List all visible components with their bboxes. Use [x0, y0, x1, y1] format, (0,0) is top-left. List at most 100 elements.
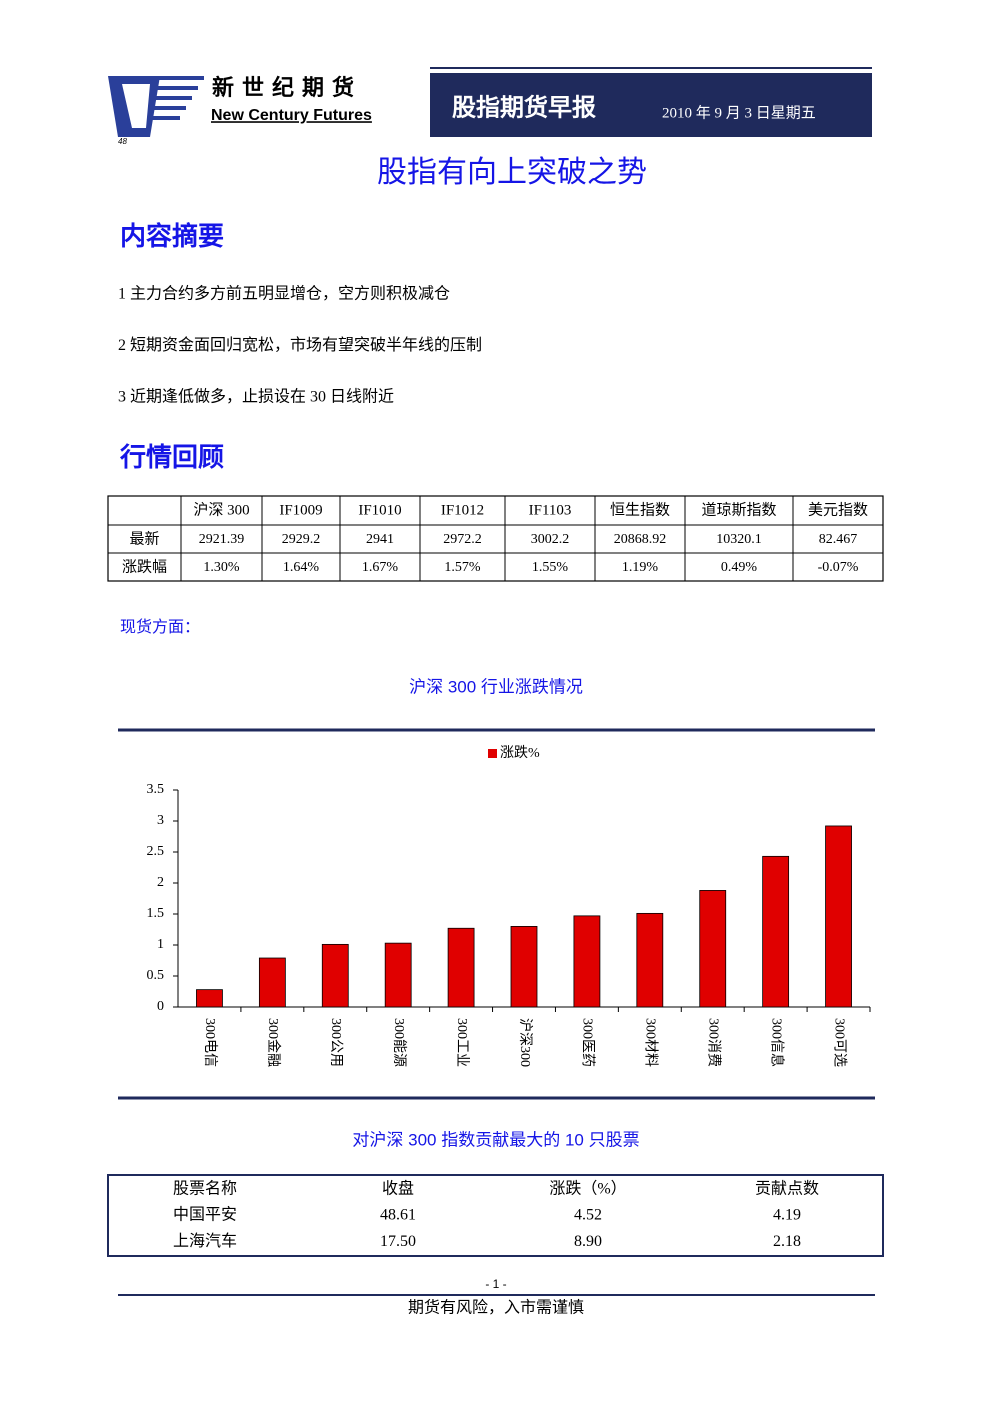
- bar: [321, 943, 349, 1008]
- table-cell: 2921.39: [199, 532, 245, 547]
- table-cell: 17.50: [380, 1233, 416, 1250]
- column-header: IF1012: [441, 502, 484, 518]
- logo-stripe: [150, 106, 186, 110]
- table-border: [107, 495, 884, 582]
- y-tick-label: 0: [157, 999, 164, 1014]
- table-border: [107, 1174, 884, 1257]
- spot-heading: 现货方面：: [120, 618, 200, 636]
- main-title: 股指有向上突破之势: [377, 156, 647, 189]
- section-heading: 行情回顾: [119, 442, 224, 472]
- summary-item: 2 短期资金面回归宽松，市场有望突破半年线的压制: [118, 336, 482, 354]
- bar: [447, 927, 475, 1008]
- page-number: - 1 -: [485, 1277, 506, 1291]
- bar: [258, 957, 286, 1008]
- logo-stripe: [150, 96, 192, 100]
- bar: [510, 926, 538, 1008]
- logo-code: 48: [118, 137, 127, 146]
- column-header: 道琼斯指数: [701, 501, 776, 518]
- y-tick-label: 1: [157, 937, 164, 952]
- logo: 48 新世纪期货 New Century Futures: [108, 75, 372, 146]
- column-header: 美元指数: [808, 501, 868, 518]
- chart-title: 沪深 300 行业涨跌情况: [409, 677, 583, 696]
- x-tick-label: 300能源: [391, 1018, 407, 1067]
- table-title: 对沪深 300 指数贡献最大的 10 只股票: [352, 1130, 639, 1149]
- logo-stripe: [150, 116, 180, 120]
- x-tick-label: 300材料: [643, 1018, 659, 1067]
- x-tick-label: 300消费: [706, 1018, 722, 1067]
- report-date: 2010 年 9 月 3 日星期五: [662, 104, 816, 121]
- bar: [636, 912, 664, 1008]
- bar: [762, 855, 790, 1008]
- chart: 沪深 300 行业涨跌情况 0 0.5 1 1.5 2 2.5 3 3.5 涨跌% 300电信 30…: [118, 677, 875, 1100]
- report-name: 股指期货早报: [452, 94, 596, 122]
- summary-list: 1 主力合约多方前五明显增仓，空方则积极减仓 2 短期资金面回归宽松，市场有望突破…: [118, 285, 482, 406]
- row-label: 最新: [129, 530, 159, 547]
- table-cell: 48.61: [380, 1207, 416, 1224]
- x-tick-label: 300医药: [580, 1018, 596, 1067]
- x-tick-label: 沪深300: [517, 1018, 533, 1067]
- logo-cn: 新世纪期货: [212, 75, 362, 100]
- column-header: IF1009: [279, 502, 322, 518]
- table-cell: 2972.2: [443, 532, 482, 547]
- table-cell: 1.55%: [532, 560, 569, 575]
- row-label: 涨跌幅: [122, 558, 167, 575]
- bar: [196, 989, 223, 1008]
- column-header: 沪深 300: [193, 501, 249, 518]
- footer-warning: 期货有风险，入市需谨慎: [408, 1299, 584, 1317]
- x-tick-label: 300信息: [768, 1018, 785, 1067]
- table-cell: -0.07%: [818, 560, 859, 575]
- bar: [384, 942, 412, 1008]
- table-cell: 10320.1: [716, 532, 762, 547]
- table-cell: 上海汽车: [173, 1232, 237, 1250]
- table-cell: 中国平安: [173, 1206, 237, 1224]
- y-tick-label: 3.5: [147, 782, 165, 797]
- column-header: 恒生指数: [610, 501, 670, 518]
- column-header: 股票名称: [173, 1180, 237, 1198]
- market-table: 沪深 300 IF1009 IF1010 IF1012 IF1103 恒生指数 道琼斯指数 美…: [107, 495, 884, 582]
- table-cell: 1.64%: [283, 560, 320, 575]
- summary-item: 3 近期逢低做多，止损设在 30 日线附近: [118, 388, 394, 406]
- x-tick-label: 300可选: [831, 1018, 847, 1067]
- table-cell: 3002.2: [531, 532, 570, 547]
- section-heading: 内容摘要: [120, 221, 224, 251]
- column-header: IF1010: [358, 502, 401, 518]
- table-cell: 2.18: [773, 1233, 801, 1250]
- x-tick-label: 300工业: [454, 1018, 470, 1067]
- bar: [699, 890, 727, 1008]
- legend-label: 涨跌%: [500, 745, 540, 761]
- table-cell: 8.90: [574, 1233, 602, 1250]
- bar: [825, 825, 852, 1008]
- table-cell: 1.67%: [362, 560, 399, 575]
- legend-swatch: [488, 749, 497, 758]
- table-cell: 1.19%: [622, 560, 659, 575]
- y-tick-label: 3: [157, 813, 164, 828]
- y-tick-label: 2.5: [147, 844, 165, 859]
- column-header: IF1103: [529, 502, 572, 518]
- y-tick-label: 1.5: [147, 906, 165, 921]
- bar: [573, 915, 601, 1008]
- table-cell: 0.49%: [721, 560, 758, 575]
- table-cell: 1.57%: [444, 560, 481, 575]
- header-banner: [430, 73, 872, 137]
- column-header: 收盘: [382, 1179, 414, 1198]
- y-tick-label: 0.5: [147, 968, 165, 983]
- logo-stripe: [150, 76, 204, 80]
- table-cell: 2929.2: [282, 532, 321, 547]
- logo-mark: [122, 84, 150, 128]
- x-tick-label: 300公用: [328, 1018, 343, 1067]
- table-cell: 2941: [366, 532, 394, 547]
- table-cell: 82.467: [819, 532, 858, 547]
- logo-stripe: [150, 86, 198, 90]
- y-tick-label: 2: [157, 875, 164, 890]
- table-cell: 4.19: [773, 1207, 801, 1224]
- column-header: 贡献点数: [755, 1180, 819, 1198]
- column-header: 涨跌（%）: [549, 1180, 626, 1198]
- table-cell: 1.30%: [203, 560, 240, 575]
- x-tick-label: 300电信: [202, 1018, 218, 1067]
- table-cell: 20868.92: [614, 532, 667, 547]
- logo-en: New Century Futures: [211, 107, 372, 124]
- x-tick-label: 300金融: [265, 1018, 281, 1067]
